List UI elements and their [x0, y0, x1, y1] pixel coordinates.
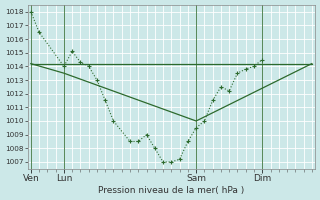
X-axis label: Pression niveau de la mer( hPa ): Pression niveau de la mer( hPa ) — [98, 186, 244, 195]
